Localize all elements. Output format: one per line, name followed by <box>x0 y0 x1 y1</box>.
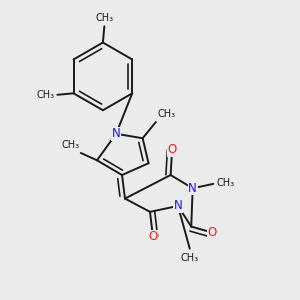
Text: N: N <box>112 127 121 140</box>
Text: O: O <box>167 143 177 157</box>
Text: CH₃: CH₃ <box>61 140 79 150</box>
Text: CH₃: CH₃ <box>158 109 175 119</box>
Text: CH₃: CH₃ <box>95 13 113 23</box>
Text: CH₃: CH₃ <box>217 178 235 188</box>
Text: CH₃: CH₃ <box>181 253 199 263</box>
Text: N: N <box>174 200 182 212</box>
Text: CH₃: CH₃ <box>36 90 54 100</box>
Text: O: O <box>148 230 158 243</box>
Text: N: N <box>188 182 197 195</box>
Text: O: O <box>207 226 217 239</box>
